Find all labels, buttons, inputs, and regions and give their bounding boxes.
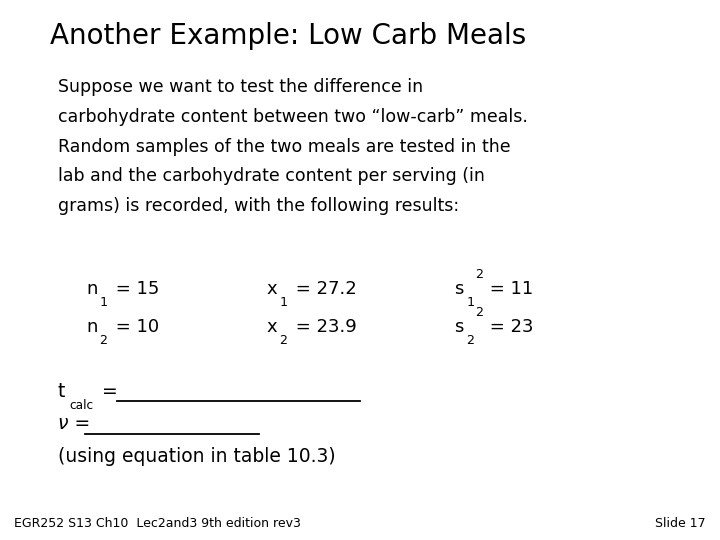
Text: Another Example: Low Carb Meals: Another Example: Low Carb Meals [50,22,526,50]
Text: Slide 17: Slide 17 [655,517,706,530]
Text: 1: 1 [279,296,287,309]
Text: 1: 1 [99,296,107,309]
Text: s: s [454,280,463,298]
Text: = 27.2: = 27.2 [290,280,357,298]
Text: 1: 1 [467,296,474,309]
Text: Random samples of the two meals are tested in the: Random samples of the two meals are test… [58,138,510,156]
Text: 2: 2 [475,268,483,281]
Text: 2: 2 [475,306,483,319]
Text: x: x [266,318,277,336]
Text: lab and the carbohydrate content per serving (in: lab and the carbohydrate content per ser… [58,167,485,185]
Text: ν =: ν = [58,414,96,433]
Text: carbohydrate content between two “low-carb” meals.: carbohydrate content between two “low-ca… [58,108,528,126]
Text: grams) is recorded, with the following results:: grams) is recorded, with the following r… [58,197,459,215]
Text: t: t [58,382,65,401]
Text: x: x [266,280,277,298]
Text: = 15: = 15 [110,280,160,298]
Text: Suppose we want to test the difference in: Suppose we want to test the difference i… [58,78,423,96]
Text: =: = [96,382,124,401]
Text: n: n [86,318,98,336]
Text: (using equation in table 10.3): (using equation in table 10.3) [58,447,336,465]
Text: = 23: = 23 [484,318,534,336]
Text: = 23.9: = 23.9 [290,318,357,336]
Text: s: s [454,318,463,336]
Text: = 11: = 11 [484,280,533,298]
Text: EGR252 S13 Ch10  Lec2and3 9th edition rev3: EGR252 S13 Ch10 Lec2and3 9th edition rev… [14,517,301,530]
Text: 2: 2 [467,334,474,347]
Text: 2: 2 [99,334,107,347]
Text: calc: calc [69,399,94,412]
Text: = 10: = 10 [110,318,159,336]
Text: n: n [86,280,98,298]
Text: 2: 2 [279,334,287,347]
